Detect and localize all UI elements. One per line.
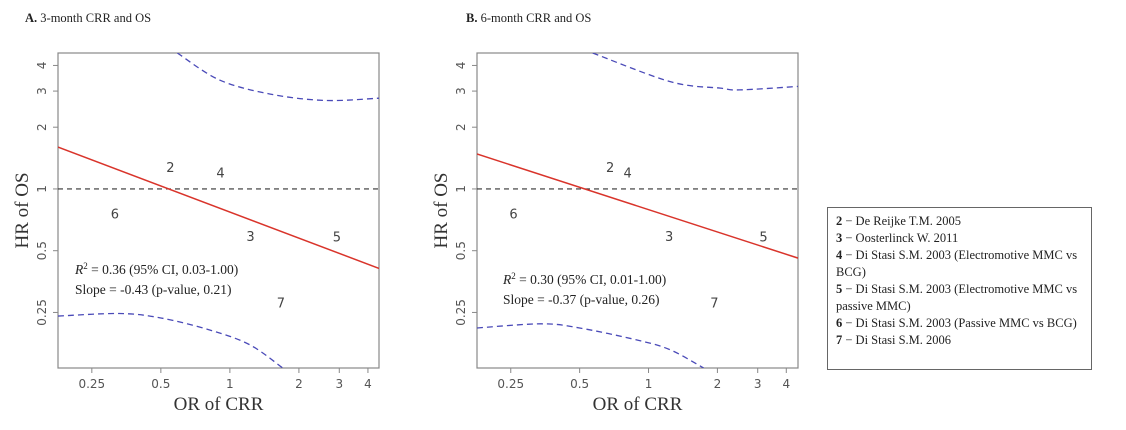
slope-annotation: Slope = -0.37 (p-value, 0.26) [503,292,659,307]
regression-line [477,153,798,259]
x-axis-label: OR of CRR [593,394,683,415]
y-tick-label: 1 [35,185,49,193]
x-tick-label: 3 [335,377,343,391]
x-tick-label: 2 [295,377,303,391]
y-axis-label: HR of OS [431,172,452,248]
panel-a: 0.25 0.5 1 2 3 4 0.25 0.5 1 2 3 4 OR of CRR HR of OS 2… [12,52,380,415]
x-tick-label: 0.5 [151,377,170,391]
ci-upper-curve [592,53,798,91]
y-tick-label: 2 [35,123,49,131]
y-tick-label: 0.25 [35,299,49,326]
point-6: 6 [111,207,119,222]
y-tick-label: 3 [35,87,49,95]
x-tick-label: 4 [364,377,372,391]
plot-frame [57,52,380,369]
x-tick-label: 3 [754,377,762,391]
point-2: 2 [166,161,174,176]
plot-frame [476,52,799,369]
r2-annotation: R2 = 0.36 (95% CI, 0.03-1.00) [74,261,238,277]
x-tick-label: 2 [714,377,722,391]
y-tick-label: 0.5 [454,241,468,260]
regression-line [58,146,379,270]
y-tick-label: 1 [454,185,468,193]
x-tick-label: 0.25 [497,377,524,391]
panel-a-title: A. 3-month CRR and OS [25,11,151,26]
panel-b-title: B. 6-month CRR and OS [466,11,591,26]
ci-lower-curve [477,323,704,368]
y-tick-label: 2 [454,123,468,131]
ci-upper-curve [176,53,379,102]
x-tick-label: 0.5 [570,377,589,391]
panel-a-title-text: 3-month CRR and OS [40,11,152,25]
x-axis-label: OR of CRR [174,394,264,415]
legend-item: 2 − De Reijke T.M. 2005 [836,214,961,228]
x-tick-label: 4 [782,377,790,391]
panel-b-label: B. [466,11,478,25]
x-tick-label: 1 [645,377,653,391]
point-6: 6 [509,207,517,222]
legend-item: 6 − Di Stasi S.M. 2003 (Passive MMC vs B… [836,316,1077,330]
point-5: 5 [333,231,341,246]
y-tick-label: 4 [454,62,468,70]
panel-b-title-text: 6-month CRR and OS [480,11,592,25]
y-tick-label: 0.5 [35,241,49,260]
slope-annotation: Slope = -0.43 (p-value, 0.21) [75,282,231,297]
y-tick-label: 3 [454,87,468,95]
point-4: 4 [623,167,631,182]
panel-b: 0.25 0.5 1 2 3 4 0.25 0.5 1 2 3 4 OR of CRR HR of OS 2… [431,52,799,415]
legend-item: 7 − Di Stasi S.M. 2006 [836,333,952,347]
y-axis-label: HR of OS [12,172,33,248]
point-5: 5 [759,231,767,246]
point-4: 4 [216,167,224,182]
x-tick-label: 0.25 [78,377,105,391]
legend-item: 4 − Di Stasi S.M. 2003 (Electromotive MM… [836,248,1078,279]
panel-a-label: A. [25,11,38,25]
x-tick-label: 1 [226,377,234,391]
point-2: 2 [606,161,614,176]
legend-item: 5 − Di Stasi S.M. 2003 (Electromotive MM… [836,282,1078,313]
point-3: 3 [665,230,673,245]
r2-annotation: R2 = 0.30 (95% CI, 0.01-1.00) [502,271,666,287]
y-tick-label: 4 [35,62,49,70]
y-tick-label: 0.25 [454,299,468,326]
point-7: 7 [277,296,285,311]
legend-item: 3 − Oosterlinck W. 2011 [836,231,959,245]
legend: 2 − De Reijke T.M. 2005 3 − Oosterlinck … [827,207,1092,370]
ci-lower-curve [58,312,284,368]
point-7: 7 [710,296,718,311]
point-3: 3 [246,230,254,245]
